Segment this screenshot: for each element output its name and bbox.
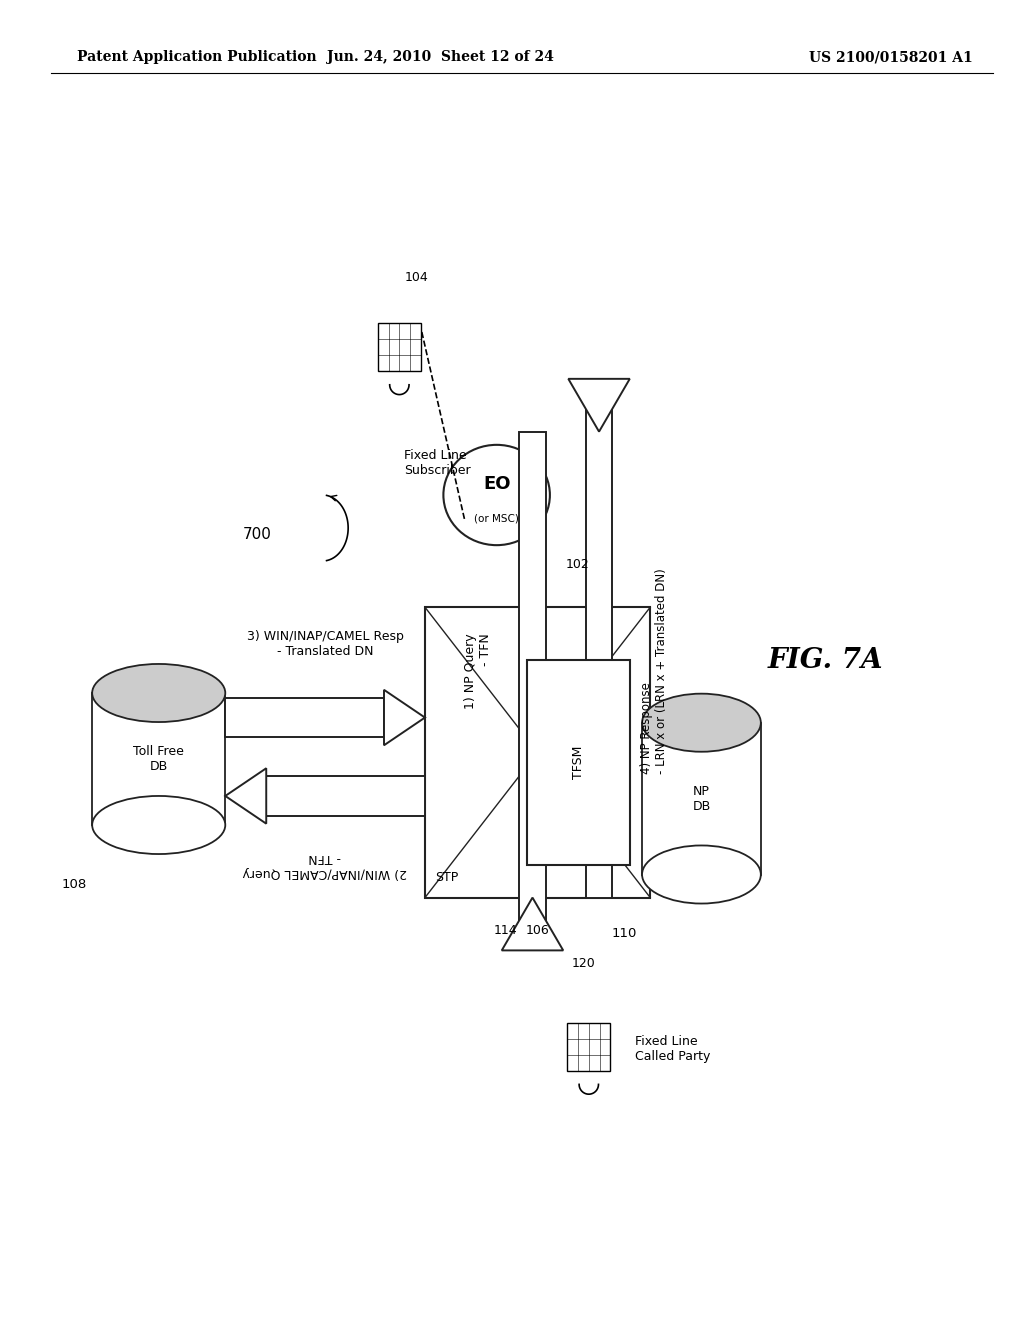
- Bar: [586, 379, 612, 898]
- Bar: [225, 698, 384, 738]
- Ellipse shape: [92, 796, 225, 854]
- Text: 110: 110: [611, 927, 637, 940]
- Bar: [92, 693, 225, 825]
- Text: Toll Free
DB: Toll Free DB: [133, 744, 184, 774]
- Text: 1) NP Query
- TFN: 1) NP Query - TFN: [464, 634, 492, 709]
- Text: Jun. 24, 2010  Sheet 12 of 24: Jun. 24, 2010 Sheet 12 of 24: [327, 50, 554, 65]
- Polygon shape: [568, 379, 630, 432]
- Text: FIG. 7A: FIG. 7A: [768, 647, 884, 673]
- Text: US 2100/0158201 A1: US 2100/0158201 A1: [809, 50, 973, 65]
- Bar: [567, 1023, 610, 1071]
- Text: EO: EO: [483, 475, 510, 494]
- Text: 106: 106: [525, 924, 550, 937]
- Bar: [642, 722, 761, 874]
- Polygon shape: [502, 898, 563, 950]
- Text: STP: STP: [435, 871, 459, 884]
- Bar: [425, 607, 650, 898]
- Ellipse shape: [443, 445, 550, 545]
- Text: 120: 120: [571, 957, 596, 970]
- Text: (or MSC): (or MSC): [474, 513, 519, 524]
- Text: 114: 114: [494, 924, 517, 937]
- Text: 2) WIN/INAP/CAMEL Query
- TFN: 2) WIN/INAP/CAMEL Query - TFN: [243, 851, 408, 879]
- Ellipse shape: [642, 694, 761, 751]
- Bar: [527, 660, 630, 865]
- Text: 4) NP Response
- LRN x or (LRN x + Translated DN): 4) NP Response - LRN x or (LRN x + Trans…: [640, 569, 668, 774]
- Polygon shape: [225, 768, 266, 824]
- Bar: [266, 776, 425, 816]
- Ellipse shape: [92, 664, 225, 722]
- Text: 700: 700: [243, 527, 271, 543]
- Polygon shape: [384, 690, 425, 746]
- Text: 102: 102: [565, 558, 589, 572]
- Text: Patent Application Publication: Patent Application Publication: [77, 50, 316, 65]
- Bar: [378, 323, 421, 371]
- Text: 3) WIN/INAP/CAMEL Resp
- Translated DN: 3) WIN/INAP/CAMEL Resp - Translated DN: [247, 630, 403, 659]
- Text: TFSM: TFSM: [572, 746, 585, 779]
- Bar: [519, 432, 546, 950]
- Text: 104: 104: [404, 271, 428, 284]
- Text: NP
DB: NP DB: [692, 784, 711, 813]
- Ellipse shape: [642, 845, 761, 903]
- Text: Fixed Line
Subscriber: Fixed Line Subscriber: [404, 449, 471, 477]
- Text: Fixed Line
Called Party: Fixed Line Called Party: [635, 1035, 711, 1064]
- Text: 108: 108: [61, 878, 87, 891]
